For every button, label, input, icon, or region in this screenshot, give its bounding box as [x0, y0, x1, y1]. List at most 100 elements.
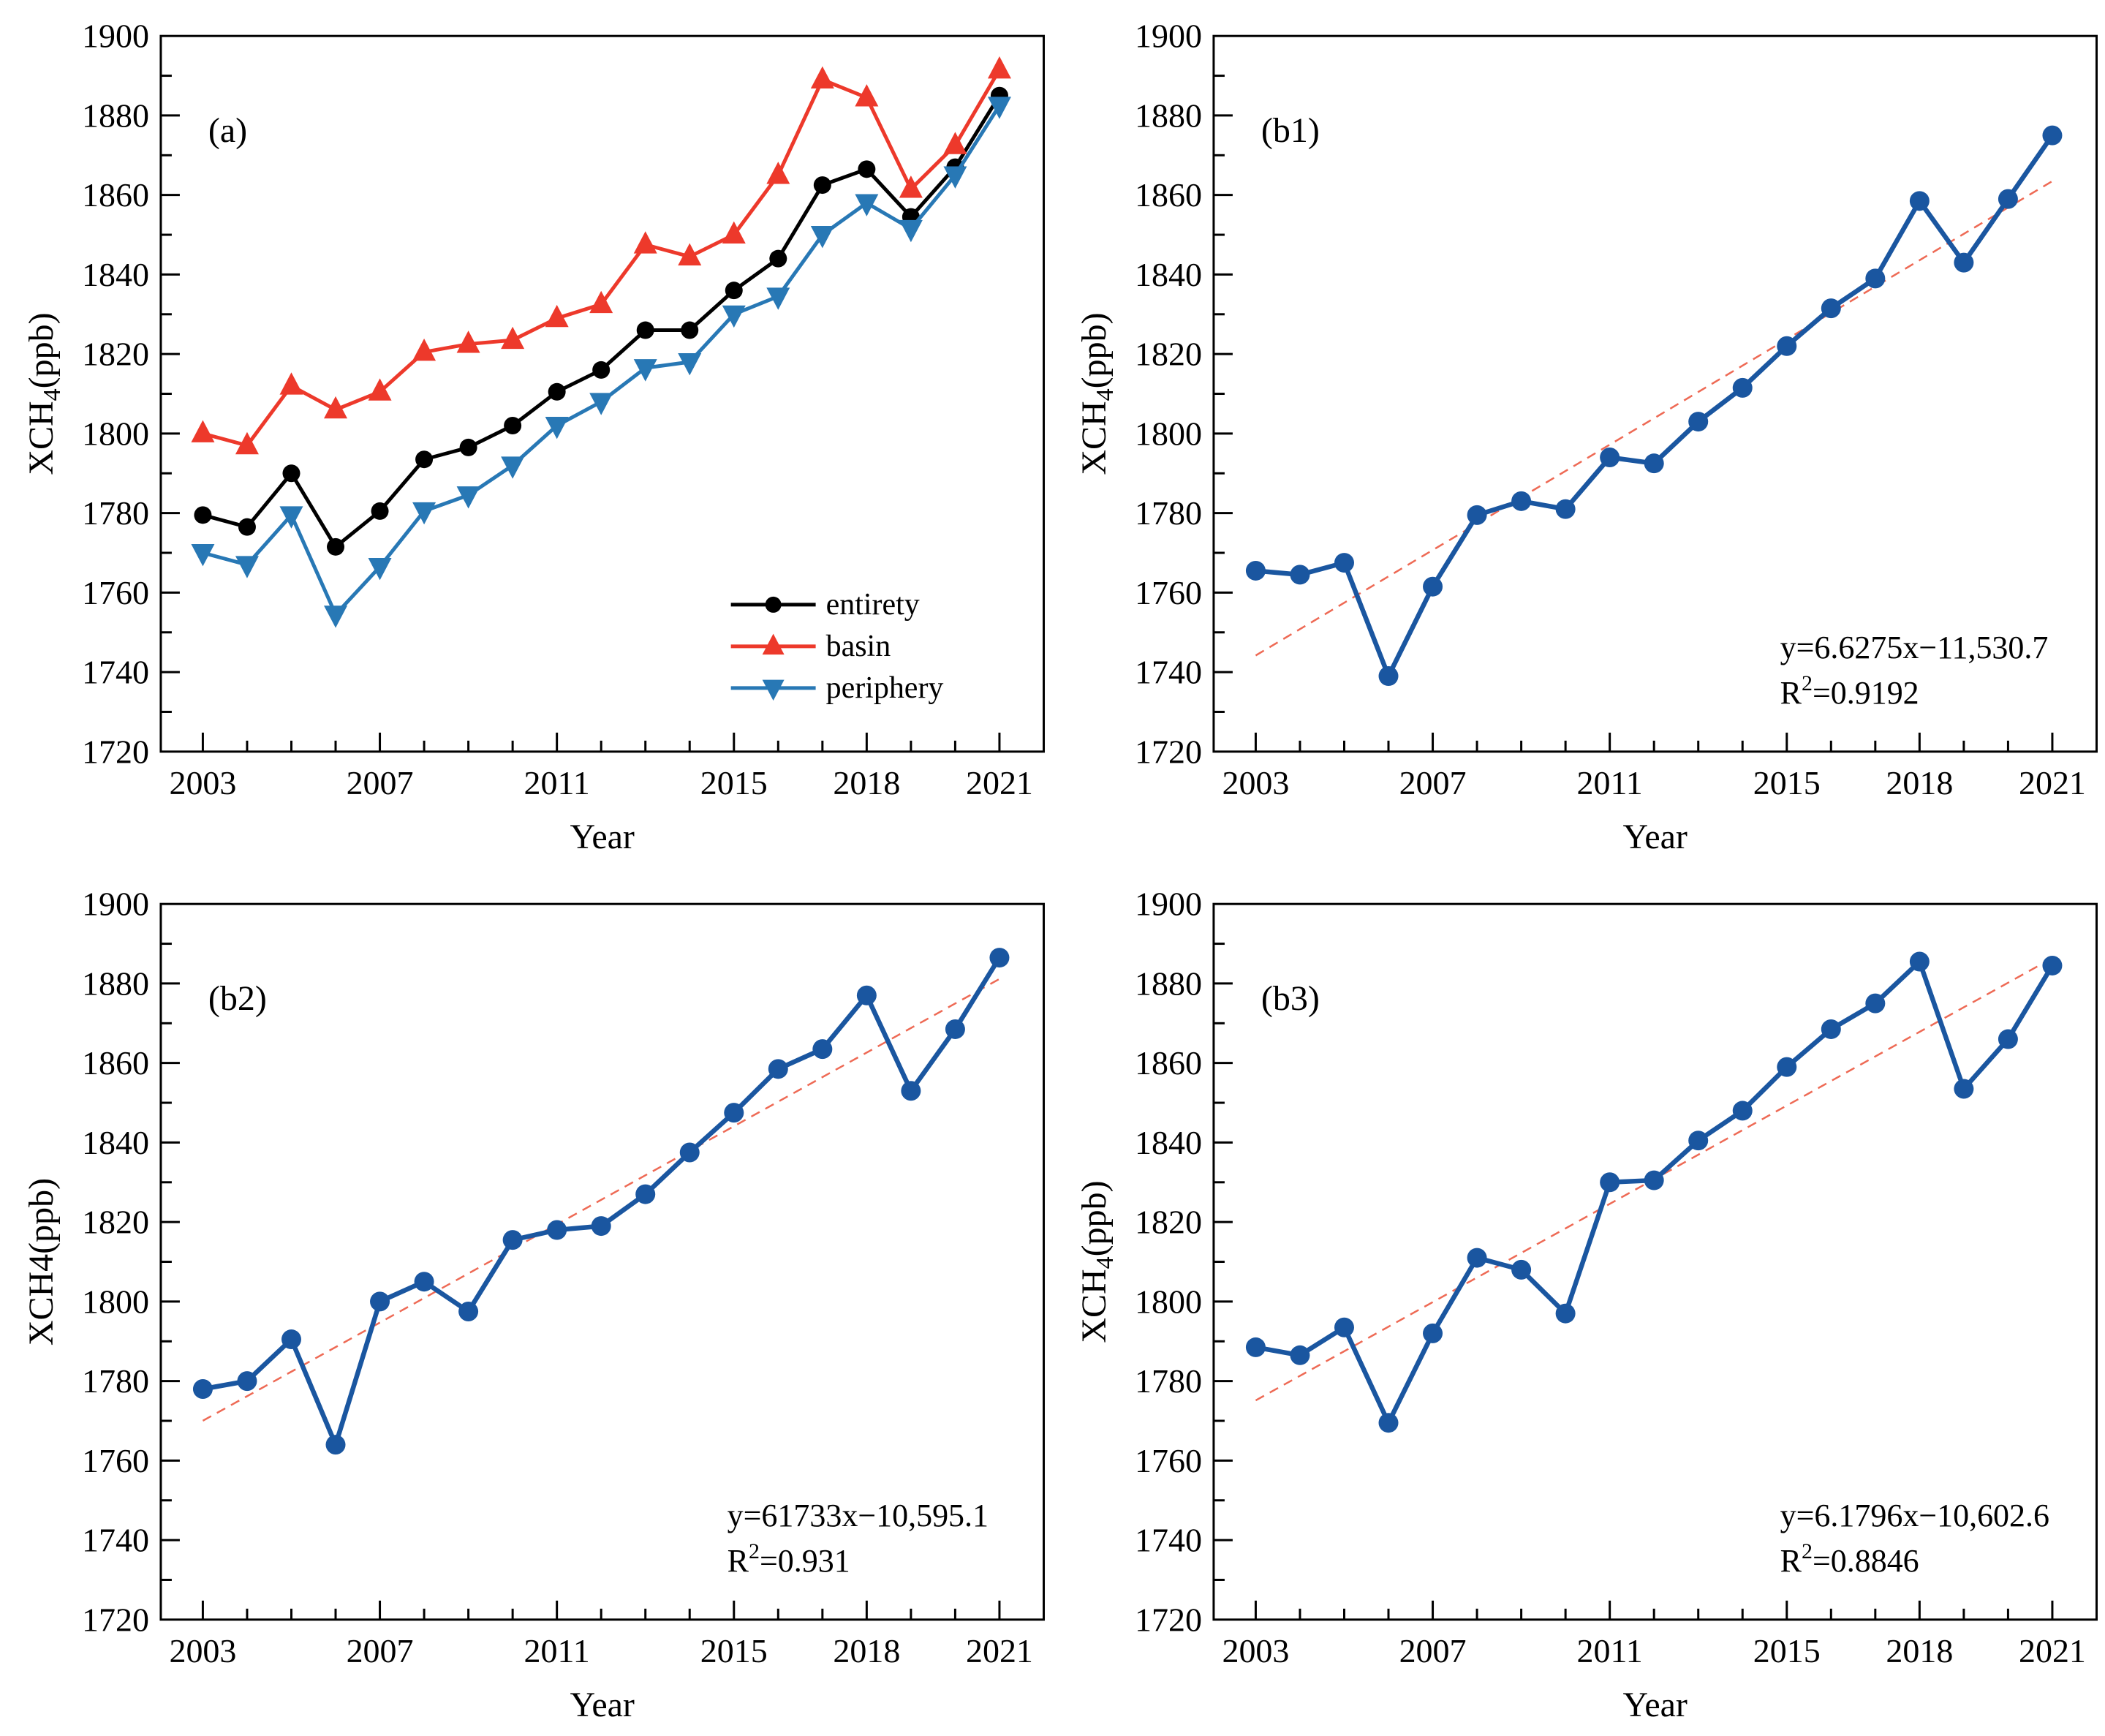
y-tick-label: 1740: [82, 654, 149, 691]
x-tick-label: 2021: [2018, 764, 2085, 801]
data-point: [279, 506, 303, 529]
x-tick-label: 2021: [2018, 1632, 2085, 1669]
data-point: [1688, 412, 1708, 432]
x-tick-label: 2007: [1399, 1632, 1466, 1669]
data-point: [679, 1142, 700, 1163]
y-tick-label: 1780: [82, 1362, 149, 1400]
y-tick-label: 1860: [82, 1044, 149, 1082]
x-axis-title: Year: [570, 818, 635, 856]
data-point: [1334, 553, 1354, 573]
y-tick-label: 1740: [82, 1522, 149, 1559]
data-point: [633, 359, 657, 382]
data-point: [1821, 1019, 1841, 1039]
trend-line: [202, 978, 1000, 1422]
data-point: [1776, 336, 1796, 356]
y-axis-title: XCH4(ppb): [22, 1178, 61, 1346]
data-point: [502, 1230, 523, 1250]
panel-label: (b3): [1261, 979, 1319, 1018]
data-point: [812, 1039, 833, 1060]
panel-b1: 1720 1740 1760 1780 1800 1820 1840 1860 1880 1900…: [1053, 0, 2105, 868]
data-point: [456, 486, 480, 509]
data-point: [235, 556, 259, 578]
data-point: [1289, 1345, 1310, 1365]
x-tick-label: 2021: [966, 1632, 1033, 1669]
data-point: [766, 287, 790, 310]
panel-b3: 1720 1740 1760 1780 1800 1820 1840 1860 1880 1900…: [1053, 868, 2105, 1736]
data-point: [1378, 1413, 1399, 1433]
series-line-basin: [202, 956, 1002, 1447]
data-point: [279, 372, 303, 395]
panel-b2: 1720 1740 1760 1780 1800 1820 1840 1860 1880 1900…: [0, 868, 1053, 1736]
data-point: [1953, 1079, 1973, 1099]
axes-frame: [1212, 902, 2098, 1621]
data-point: [501, 456, 525, 479]
data-point: [1644, 453, 1664, 474]
data-point: [458, 1301, 479, 1321]
y-axis-title: XCH4(ppb): [22, 312, 66, 475]
panel-b2-plot: 1720 1740 1760 1780 1800 1820 1840 1860 1880 1900…: [22, 886, 1046, 1724]
data-point: [1864, 268, 1885, 289]
panel-a-plot: 1720 1740 1760 1780 1800 1820 1840 1860 1880 1900…: [22, 18, 1046, 856]
data-point: [1644, 1170, 1664, 1190]
data-point: [945, 1019, 965, 1039]
data-point: [368, 558, 392, 581]
x-tick-label: 2011: [524, 764, 590, 801]
x-tick-label: 2018: [833, 1632, 900, 1669]
trend-r-squared: R2=0.8846: [1780, 1539, 1919, 1579]
y-tick-label: 1860: [82, 176, 149, 214]
data-point: [856, 985, 877, 1005]
y-tick-label: 1860: [1134, 1044, 1201, 1082]
legend-marker-triangle-up: [762, 633, 785, 655]
data-point: [501, 326, 525, 350]
data-point: [1555, 499, 1576, 519]
data-point: [1776, 1057, 1796, 1077]
y-tick-label: 1740: [1134, 1522, 1201, 1559]
y-tick-label: 1840: [82, 1124, 149, 1161]
y-tick-label: 1880: [1134, 965, 1201, 1002]
data-point: [370, 1291, 390, 1312]
y-tick-label: 1740: [1134, 654, 1201, 691]
data-point: [2041, 125, 2062, 146]
data-point: [1599, 448, 1620, 468]
x-tick-label: 2015: [700, 764, 768, 801]
data-point: [678, 243, 702, 265]
panel-a: 1720 1740 1760 1780 1800 1820 1840 1860 1880 1900…: [0, 0, 1053, 868]
y-tick-label: 1840: [82, 256, 149, 293]
data-point: [899, 219, 923, 243]
trend-equation: y=6.1796x−10,602.6: [1780, 1498, 2049, 1533]
data-point: [636, 321, 654, 339]
trend-equation: y=6.6275x−11,530.7: [1780, 630, 2048, 665]
data-point: [1467, 1248, 1487, 1268]
y-tick-label: 1900: [1134, 886, 1201, 923]
legend-marker-circle: [765, 596, 782, 613]
data-point: [1998, 1029, 2018, 1049]
y-tick-label: 1900: [1134, 18, 1201, 55]
y-tick-label: 1800: [82, 1283, 149, 1320]
x-tick-label: 2007: [1399, 764, 1466, 801]
data-point: [810, 66, 834, 88]
data-point: [325, 1435, 346, 1455]
data-point: [282, 464, 301, 483]
data-point: [327, 537, 345, 556]
x-tick-label: 2003: [169, 764, 236, 801]
x-tick-label: 2003: [169, 1632, 236, 1669]
data-point: [371, 502, 389, 520]
data-point: [281, 1329, 301, 1350]
data-point: [1688, 1131, 1708, 1151]
y-tick-label: 1840: [1134, 256, 1201, 293]
data-point: [722, 305, 746, 328]
panel-label: (b2): [208, 979, 267, 1018]
series-line-entirety: [202, 94, 1002, 549]
panel-label: (a): [208, 111, 247, 150]
data-point: [769, 249, 787, 268]
legend-label: entirety: [826, 588, 920, 622]
data-point: [414, 1272, 434, 1292]
data-point: [1511, 1259, 1531, 1280]
data-point: [987, 97, 1011, 119]
data-point: [1998, 189, 2018, 209]
data-point: [635, 1184, 656, 1204]
y-tick-label: 1720: [82, 733, 149, 770]
data-point: [194, 506, 212, 524]
series-line-entirety: [1255, 134, 2055, 679]
data-point: [456, 331, 480, 353]
